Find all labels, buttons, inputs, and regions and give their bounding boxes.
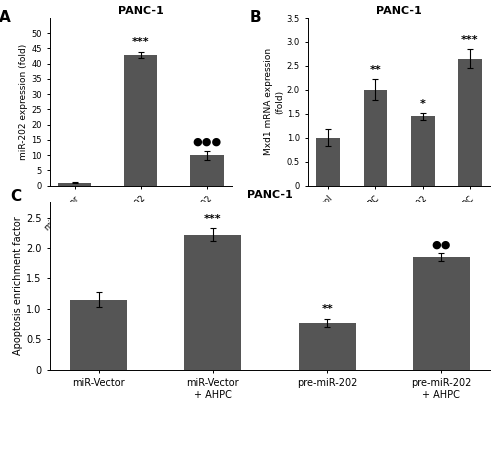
Bar	[411, 116, 434, 185]
Title: PANC-1: PANC-1	[247, 190, 293, 200]
Y-axis label: Apoptosis enrichment factor: Apoptosis enrichment factor	[14, 216, 24, 355]
Text: ●●: ●●	[432, 239, 451, 249]
Text: **: **	[322, 304, 333, 314]
Bar	[58, 183, 92, 185]
Text: A: A	[0, 9, 11, 25]
Text: **: **	[370, 65, 382, 75]
Text: ***: ***	[204, 214, 222, 224]
Bar	[364, 90, 388, 185]
Bar	[413, 257, 470, 370]
Text: ***: ***	[132, 37, 150, 47]
Title: PANC-1: PANC-1	[376, 6, 422, 16]
Bar	[184, 235, 242, 370]
Y-axis label: miR-202 expression (fold): miR-202 expression (fold)	[20, 44, 28, 160]
Title: PANC-1: PANC-1	[118, 6, 164, 16]
Text: C: C	[10, 189, 22, 204]
Bar	[316, 138, 340, 185]
Bar	[458, 59, 481, 185]
Text: B: B	[250, 9, 262, 25]
Text: *: *	[420, 99, 426, 109]
Text: ●●●: ●●●	[192, 136, 222, 146]
Bar	[190, 155, 224, 185]
Bar	[298, 323, 356, 370]
Bar	[124, 55, 158, 185]
Text: ***: ***	[461, 35, 478, 45]
Y-axis label: Mxd1 mRNA expression
(fold): Mxd1 mRNA expression (fold)	[264, 48, 284, 155]
Bar	[70, 300, 127, 370]
